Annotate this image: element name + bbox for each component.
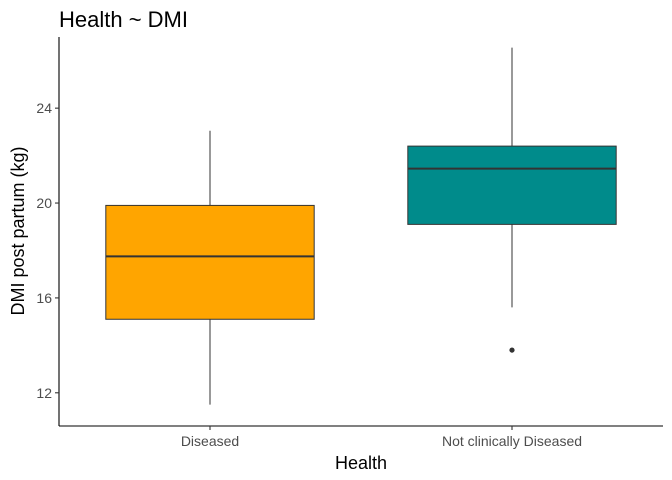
- chart-title: Health ~ DMI: [59, 7, 188, 32]
- x-axis-title: Health: [335, 453, 387, 473]
- x-tick-label: Diseased: [181, 433, 239, 449]
- y-tick-label: 12: [36, 385, 52, 401]
- box-iqr: [105, 204, 315, 320]
- outlier-point: [509, 347, 515, 353]
- y-axis-title: DMI post partum (kg): [8, 146, 28, 315]
- y-tick-label: 20: [36, 195, 52, 211]
- y-tick-label: 24: [36, 100, 52, 116]
- plot-area: 12 16 20 24 Diseased Not clinically Diseased: [36, 37, 663, 449]
- y-tick-label: 16: [36, 290, 52, 306]
- x-tick-label: Not clinically Diseased: [442, 433, 582, 449]
- box-iqr: [407, 145, 617, 225]
